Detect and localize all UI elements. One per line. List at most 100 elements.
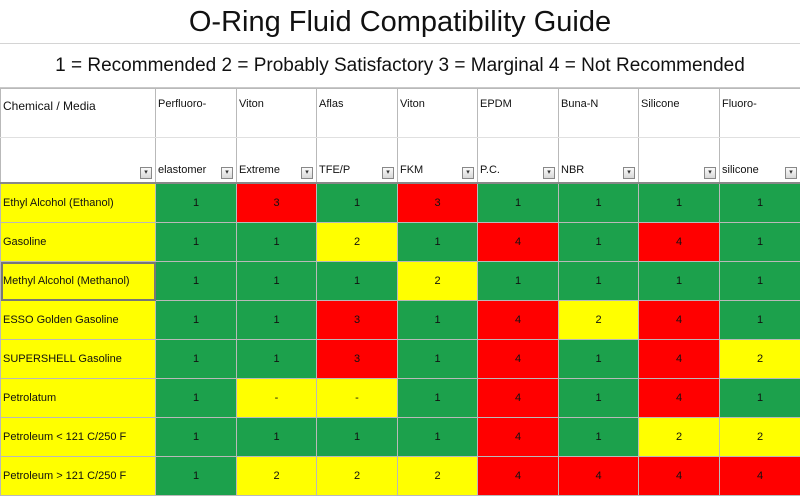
rating-cell[interactable]: 1 [156,340,237,379]
rating-cell[interactable]: 1 [398,379,478,418]
header-silicone: Silicone [639,89,720,138]
rating-cell[interactable]: 1 [237,223,317,262]
filter-dropdown-icon[interactable]: ▾ [221,167,233,179]
rating-cell[interactable]: 4 [478,223,559,262]
rating-cell[interactable]: 2 [398,457,478,496]
rating-cell[interactable]: 3 [317,301,398,340]
rating-cell[interactable]: 1 [156,418,237,457]
rating-cell[interactable]: 2 [720,418,800,457]
rating-cell[interactable]: 1 [398,301,478,340]
rating-cell[interactable]: 1 [398,223,478,262]
rating-cell[interactable]: 1 [478,262,559,301]
rating-cell[interactable]: 1 [720,183,800,223]
header-buna-n: Buna-N [559,89,639,138]
header-epdm-filter-cell: P.C. ▾ [478,138,559,184]
filter-dropdown-icon[interactable]: ▾ [462,167,474,179]
rating-cell[interactable]: 1 [156,457,237,496]
rating-cell[interactable]: 2 [720,340,800,379]
rating-cell[interactable]: 4 [478,379,559,418]
rating-cell[interactable]: 1 [156,223,237,262]
rating-cell[interactable]: 1 [478,183,559,223]
header-viton-extreme-filter-cell: Extreme ▾ [237,138,317,184]
header-viton-fkm-filter-cell: FKM▾ [398,138,478,184]
rating-cell[interactable]: 1 [639,183,720,223]
header-fluorosilicone: Fluoro- [720,89,800,138]
rating-cell[interactable]: 1 [720,262,800,301]
rating-cell[interactable]: 1 [559,379,639,418]
filter-dropdown-icon[interactable]: ▾ [785,167,797,179]
rating-cell[interactable]: 1 [237,301,317,340]
rating-cell[interactable]: 4 [559,457,639,496]
chemical-name-cell[interactable]: SUPERSHELL Gasoline [1,340,156,379]
rating-cell[interactable]: 1 [559,262,639,301]
rating-cell[interactable]: 3 [237,183,317,223]
page-title: O-Ring Fluid Compatibility Guide [0,0,800,44]
rating-cell[interactable]: 2 [639,418,720,457]
rating-cell[interactable]: 1 [559,418,639,457]
rating-cell[interactable]: 4 [478,418,559,457]
header-viton-extreme: Viton [237,89,317,138]
header-viton-extreme-sublabel: Extreme [239,164,280,176]
rating-cell[interactable]: - [237,379,317,418]
rating-cell[interactable]: 1 [317,262,398,301]
rating-cell[interactable]: 1 [559,223,639,262]
rating-legend: 1 = Recommended 2 = Probably Satisfactor… [0,44,800,88]
rating-cell[interactable]: 1 [237,262,317,301]
rating-cell[interactable]: 4 [639,301,720,340]
rating-cell[interactable]: 1 [398,340,478,379]
chemical-name-cell[interactable]: Petrolatum [1,379,156,418]
chemical-name-cell[interactable]: Ethyl Alcohol (Ethanol) [1,183,156,223]
chemical-name-cell[interactable]: ESSO Golden Gasoline [1,301,156,340]
rating-cell[interactable]: 2 [559,301,639,340]
rating-cell[interactable]: 4 [478,301,559,340]
header-aflas-sublabel: TFE/P [319,164,350,176]
rating-cell[interactable]: 2 [237,457,317,496]
chemical-name-cell[interactable]: Petroleum > 121 C/250 F [1,457,156,496]
rating-cell[interactable]: 1 [559,340,639,379]
rating-cell[interactable]: 3 [317,340,398,379]
header-aflas-filter-cell: TFE/P ▾ [317,138,398,184]
rating-cell[interactable]: 4 [478,457,559,496]
filter-dropdown-icon[interactable]: ▾ [543,167,555,179]
rating-cell[interactable]: 1 [317,418,398,457]
rating-cell[interactable]: 4 [720,457,800,496]
filter-dropdown-icon[interactable]: ▾ [623,167,635,179]
rating-cell[interactable]: 1 [317,183,398,223]
rating-cell[interactable]: 1 [720,301,800,340]
filter-dropdown-icon[interactable]: ▾ [140,167,152,179]
rating-cell[interactable]: 4 [639,457,720,496]
header-epdm-sublabel: P.C. [480,164,500,176]
rating-cell[interactable]: 1 [398,418,478,457]
rating-cell[interactable]: 1 [639,262,720,301]
rating-cell[interactable]: 1 [237,340,317,379]
rating-cell[interactable]: 1 [156,379,237,418]
filter-dropdown-icon[interactable]: ▾ [301,167,313,179]
filter-dropdown-icon[interactable]: ▾ [704,167,716,179]
rating-cell[interactable]: 1 [156,262,237,301]
rating-cell[interactable]: - [317,379,398,418]
chemical-name-cell[interactable]: Gasoline [1,223,156,262]
rating-cell[interactable]: 4 [639,340,720,379]
rating-cell[interactable]: 4 [639,223,720,262]
rating-cell[interactable]: 3 [398,183,478,223]
rating-cell[interactable]: 4 [478,340,559,379]
rating-cell[interactable]: 1 [156,183,237,223]
header-perfluoroelastomer: Perfluoro- [156,89,237,138]
rating-cell[interactable]: 4 [639,379,720,418]
rating-cell[interactable]: 1 [720,223,800,262]
rating-cell[interactable]: 2 [398,262,478,301]
chemical-name-cell[interactable]: Methyl Alcohol (Methanol) [1,262,156,301]
rating-cell[interactable]: 2 [317,223,398,262]
rating-cell[interactable]: 1 [156,301,237,340]
header-viton-fkm: Viton [398,89,478,138]
rating-cell[interactable]: 1 [237,418,317,457]
rating-cell[interactable]: 1 [720,379,800,418]
rating-cell[interactable]: 1 [559,183,639,223]
filter-dropdown-icon[interactable]: ▾ [382,167,394,179]
header-fluorosilicone-filter-cell: silicone▾ [720,138,800,184]
header-epdm: EPDM [478,89,559,138]
rating-cell[interactable]: 2 [317,457,398,496]
chemical-name-cell[interactable]: Petroleum < 121 C/250 F [1,418,156,457]
